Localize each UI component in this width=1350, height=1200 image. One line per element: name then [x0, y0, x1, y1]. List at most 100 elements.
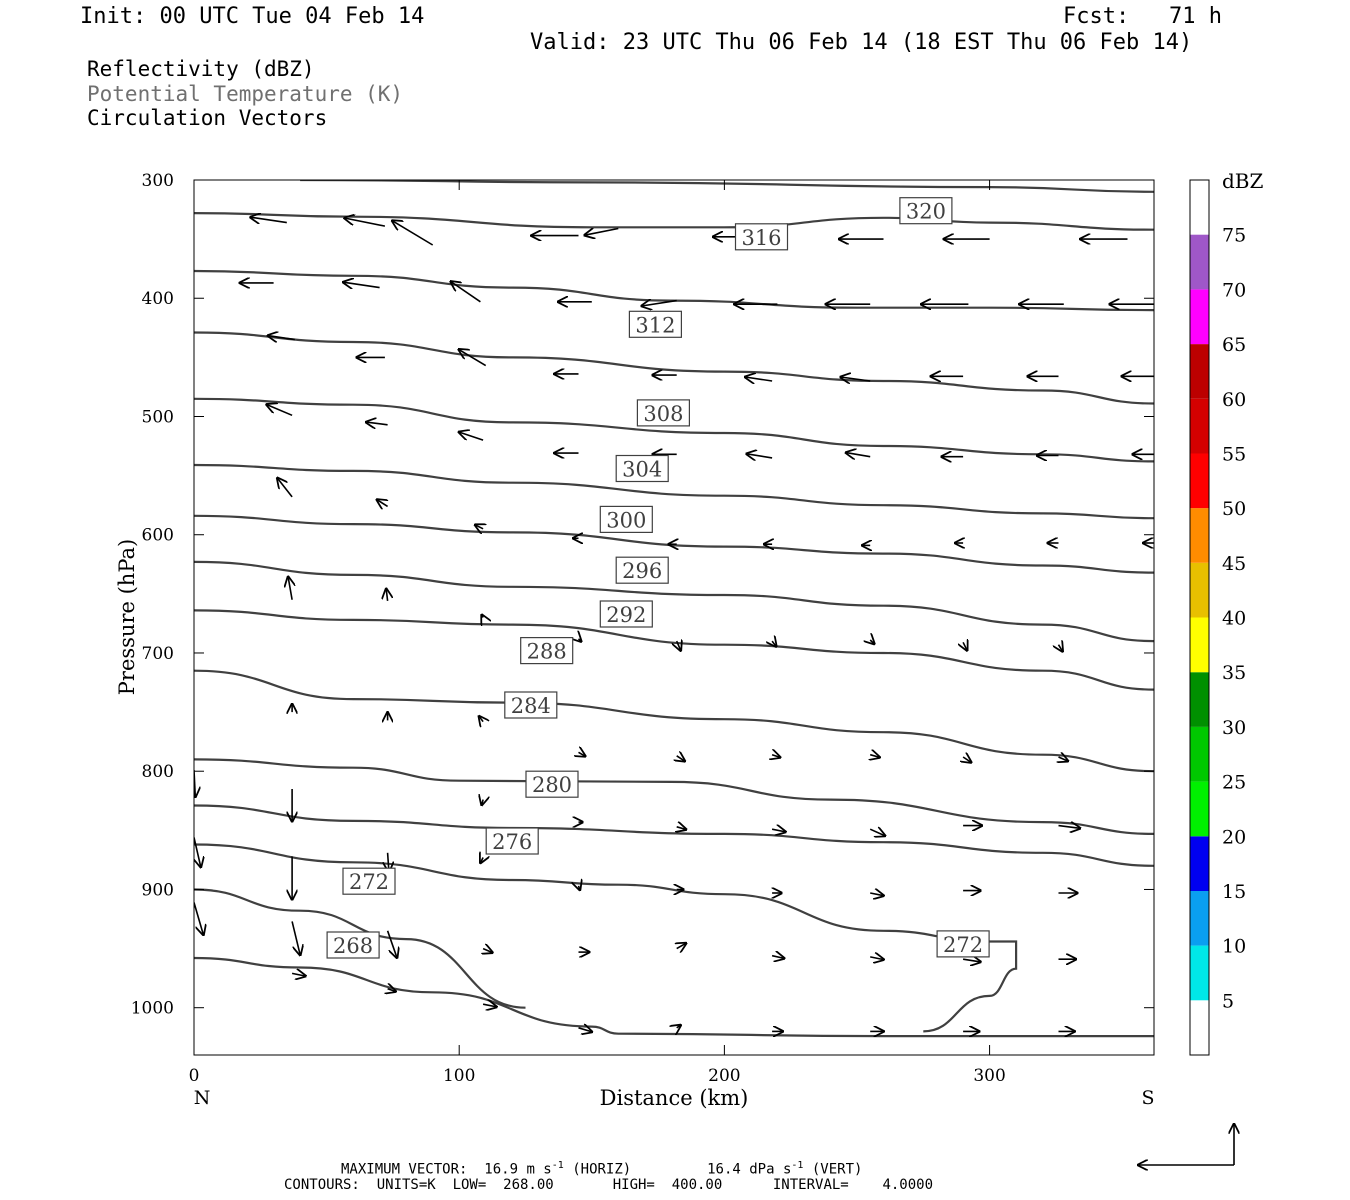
field-reflectivity: Reflectivity (dBZ)	[87, 57, 315, 81]
circulation-vector-72	[771, 829, 786, 832]
max-horiz-value: 16.9 m s	[484, 1161, 552, 1178]
circulation-vector-60	[479, 716, 483, 721]
maximum-vector-line: MAXIMUM VECTOR: 16.9 m s-1 (HORIZ) 16.4 …	[341, 1158, 862, 1178]
circulation-vector-75	[1058, 826, 1081, 829]
circulation-vector-51	[482, 615, 483, 618]
colorbar-segment-40	[1190, 562, 1209, 618]
horiz-tag: (HORIZ)	[572, 1161, 632, 1178]
max-vert-exp: -1	[791, 1160, 804, 1171]
contour-label-text: 292	[606, 603, 646, 627]
circulation-vector-89	[483, 949, 492, 953]
colorbar-label-20: 20	[1222, 826, 1246, 848]
isentrope-288-9	[194, 669, 1154, 773]
colorbar-segment-55	[1190, 398, 1209, 454]
y-tick-label-900: 900	[142, 880, 174, 900]
contour-label-box	[520, 636, 574, 665]
contour-label-312-2: 312	[628, 310, 683, 338]
colorbar-segment-15	[1190, 836, 1209, 891]
y-axis-label: Pressure (hPa)	[115, 539, 139, 695]
isentrope-272-13	[194, 888, 526, 1009]
colorbar-label-65: 65	[1222, 334, 1246, 356]
circulation-vector-71	[677, 827, 686, 830]
circulation-vector-62	[677, 756, 685, 761]
isentrope-324-0	[300, 180, 1154, 193]
colorbar-label-40: 40	[1222, 608, 1246, 630]
circulation-vector-39	[277, 478, 293, 498]
colorbar-segment-50	[1190, 453, 1209, 509]
contour-label-box	[734, 223, 789, 251]
contour-label-box	[899, 197, 953, 225]
contour-label-box	[504, 691, 558, 719]
colorbar-label-55: 55	[1222, 443, 1246, 465]
y-tick-label-1000: 1000	[131, 999, 174, 1019]
isentrope-316-2	[194, 269, 1154, 312]
circulation-vector-86	[194, 902, 203, 935]
colorbar-segment-20	[1190, 781, 1209, 837]
colorbar-segment-70	[1190, 234, 1209, 290]
contour-label-box	[599, 600, 653, 628]
colorbar-segment-65	[1190, 289, 1209, 345]
colorbar-label-25: 25	[1222, 772, 1246, 794]
reference-vector-legend	[1138, 1124, 1234, 1165]
contour-label-box	[525, 770, 579, 798]
circulation-vector-41	[475, 525, 483, 529]
circulation-vector-100	[677, 1025, 681, 1028]
contour-label-text: 300	[606, 508, 646, 532]
plot-frame	[193, 179, 1155, 1056]
circulation-vector-31	[459, 432, 484, 441]
y-tick-label-500: 500	[142, 407, 174, 427]
colorbar-label-5: 5	[1222, 990, 1234, 1012]
circulation-vector-80	[579, 886, 580, 890]
circulation-vector-24	[745, 377, 773, 381]
contour-label-320-0: 320	[899, 197, 953, 225]
isentrope-300-6	[194, 514, 1154, 574]
circulation-vector-97	[388, 989, 396, 992]
colorbar-segment-45	[1190, 508, 1209, 563]
circulation-vector-87	[291, 921, 300, 955]
y-tick-label-300: 300	[142, 171, 174, 191]
contour-label-text: 316	[741, 226, 781, 250]
colorbar-segment-60	[1190, 344, 1209, 399]
contour-label-text: 272	[349, 870, 389, 894]
contour-label-box	[599, 505, 653, 533]
circulation-vector-76	[194, 837, 201, 867]
contour-label-272-14: 272	[936, 930, 990, 958]
x-tick-label-300: 300	[973, 1066, 1005, 1086]
colorbar-label-10: 10	[1222, 936, 1246, 958]
contour-label-292-7: 292	[599, 600, 653, 628]
circulation-vector-34	[747, 454, 773, 458]
colorbar-frame	[1189, 179, 1210, 1056]
colorbar-segment-10	[1190, 890, 1209, 946]
circulation-vector-2	[392, 221, 434, 246]
contour-label-text: 308	[643, 402, 683, 426]
isentrope-268-14	[194, 956, 1154, 1038]
circulation-vector-49	[288, 577, 292, 600]
contour-label-296-6: 296	[615, 556, 669, 584]
contour-label-text: 276	[492, 830, 532, 854]
circulation-vector-98	[482, 1004, 497, 1007]
contours-line: CONTOURS: UNITS=K LOW= 268.00 HIGH= 400.…	[284, 1177, 934, 1193]
colorbar-label-75: 75	[1222, 225, 1246, 247]
circulation-vector-69	[482, 800, 483, 805]
circulation-vector-94	[962, 959, 981, 962]
contour-label-308-3: 308	[636, 399, 691, 427]
contour-label-text: 288	[527, 640, 567, 664]
y-tick-label-400: 400	[142, 289, 174, 309]
vert-tag: (VERT)	[811, 1161, 863, 1178]
circulation-vector-99	[578, 1028, 593, 1032]
circulation-vector-53	[677, 641, 681, 651]
isentrope-312-3	[194, 331, 1154, 405]
max-vector-label: MAXIMUM VECTOR:	[341, 1161, 468, 1178]
circulation-vector-19	[268, 336, 295, 340]
x-end-label-north: N	[194, 1087, 211, 1109]
colorbar-segment-5	[1190, 945, 1209, 1001]
circulation-vector-21	[459, 349, 487, 367]
circulation-vector-40	[377, 500, 388, 507]
isentrope-292-8	[194, 609, 1154, 691]
isentrope-284-10	[194, 758, 1154, 835]
circulation-vector-83	[870, 893, 884, 896]
circulation-vector-13	[642, 301, 677, 306]
contour-label-284-9: 284	[504, 691, 558, 719]
circulation-vector-1	[344, 218, 386, 227]
